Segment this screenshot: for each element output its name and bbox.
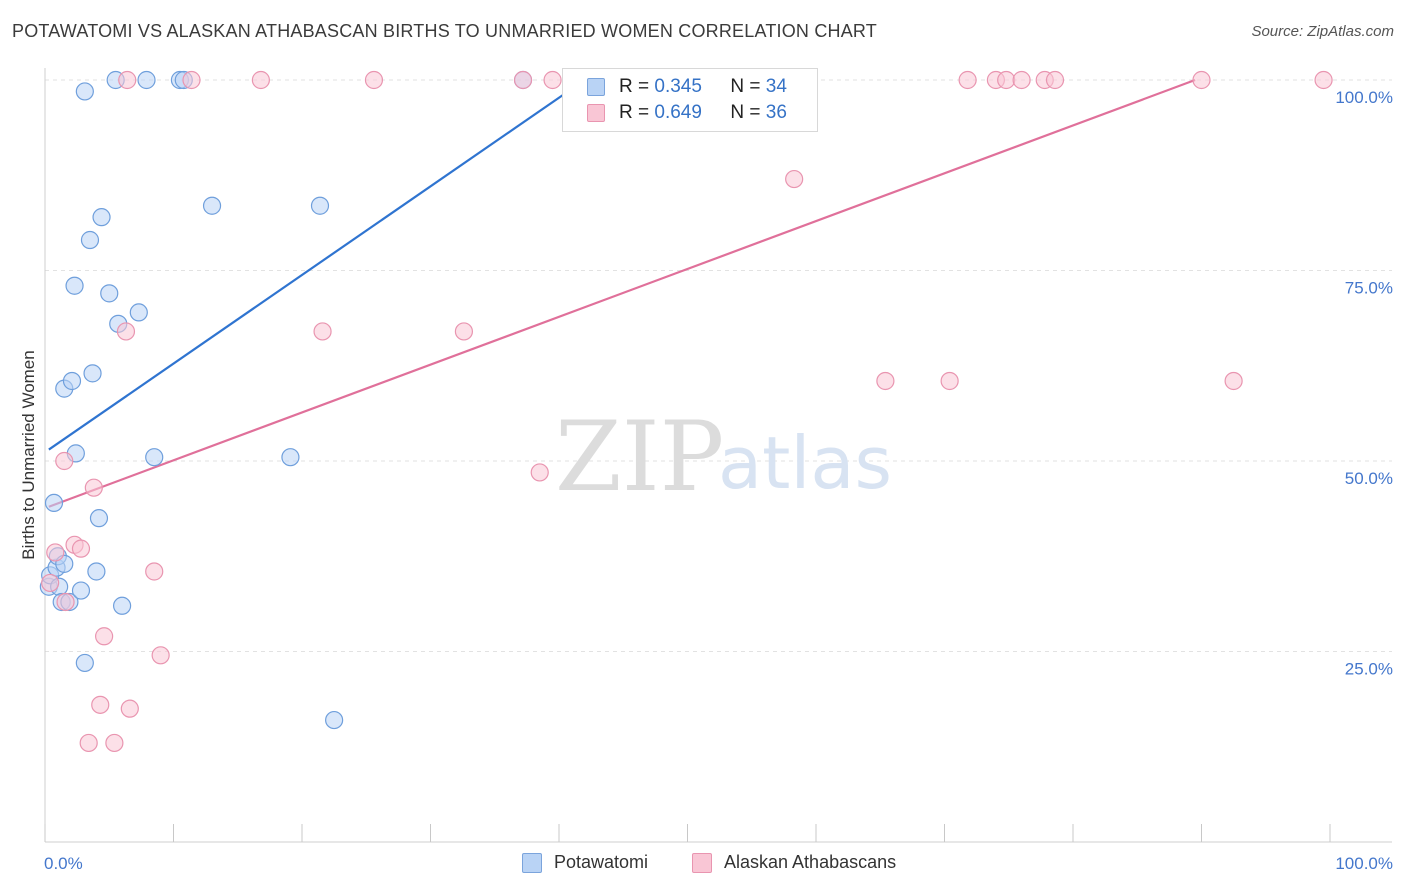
stats-legend: R = 0.345 N = 34 R = 0.649 N = 36 xyxy=(562,68,818,132)
series-legend-potawatomi[interactable]: Potawatomi xyxy=(522,852,648,873)
point-alaskan xyxy=(91,695,110,714)
x-tick-label: 100.0% xyxy=(1335,854,1393,873)
point-potawatomi xyxy=(112,596,132,615)
point-alaskan xyxy=(116,322,136,341)
point-potawatomi xyxy=(281,448,300,467)
point-alaskan xyxy=(251,70,270,90)
point-potawatomi xyxy=(129,303,148,322)
point-potawatomi xyxy=(75,82,94,101)
tick-labels: 25.0% 50.0% 75.0% 100.0% 0.0% 100.0% xyxy=(44,88,1393,873)
legend-n-value: 36 xyxy=(765,102,787,123)
point-alaskan xyxy=(41,573,60,593)
y-tick-label: 100.0% xyxy=(1335,88,1393,107)
point-alaskan xyxy=(1224,371,1243,391)
point-alaskan xyxy=(46,543,65,562)
point-alaskan xyxy=(785,169,804,189)
data-points xyxy=(39,70,1333,753)
point-alaskan xyxy=(454,322,474,341)
point-alaskan xyxy=(364,70,384,90)
point-potawatomi xyxy=(83,364,102,383)
legend-swatch-blue xyxy=(522,852,542,873)
y-tick-label: 75.0% xyxy=(1345,279,1393,298)
trend-line-potawatomi xyxy=(48,79,586,451)
point-potawatomi xyxy=(325,710,344,730)
point-potawatomi xyxy=(44,493,64,513)
legend-swatch-blue xyxy=(587,78,605,96)
point-alaskan xyxy=(105,733,124,753)
trend-lines xyxy=(48,78,1196,508)
chart-title: POTAWATOMI VS ALASKAN ATHABASCAN BIRTHS … xyxy=(12,21,877,41)
point-alaskan xyxy=(71,539,91,558)
point-alaskan xyxy=(997,70,1016,90)
point-alaskan xyxy=(120,699,139,718)
point-alaskan xyxy=(1012,70,1031,90)
legend-n-label: N = xyxy=(730,102,761,123)
point-potawatomi xyxy=(65,276,84,295)
point-potawatomi xyxy=(310,196,330,215)
series-name: Potawatomi xyxy=(554,852,649,872)
point-potawatomi xyxy=(62,371,82,391)
point-alaskan xyxy=(56,592,75,612)
point-alaskan xyxy=(84,478,103,497)
point-potawatomi xyxy=(80,230,100,250)
point-alaskan xyxy=(1192,70,1211,90)
point-potawatomi xyxy=(87,562,106,581)
legend-n-value: 34 xyxy=(765,76,787,97)
trend-line-alaskan xyxy=(48,78,1196,508)
point-alaskan xyxy=(958,70,977,90)
point-potawatomi xyxy=(71,581,91,600)
point-alaskan xyxy=(79,733,98,753)
point-alaskan xyxy=(313,322,332,341)
point-alaskan xyxy=(151,646,170,665)
y-axis-label: Births to Unmarried Women xyxy=(19,350,38,559)
point-alaskan xyxy=(530,463,549,482)
legend-row-potawatomi: R = 0.345 N = 34 xyxy=(587,75,787,99)
point-alaskan xyxy=(543,70,562,90)
point-potawatomi xyxy=(202,196,222,215)
source-credit: Source: ZipAtlas.com xyxy=(1251,23,1394,40)
point-alaskan xyxy=(145,562,164,581)
point-alaskan xyxy=(513,70,533,90)
gridlines xyxy=(45,79,1392,652)
legend-swatch-pink xyxy=(692,852,712,873)
legend-r-value: 0.345 xyxy=(654,76,702,97)
legend-r-label: R = xyxy=(619,76,650,97)
y-tick-label: 50.0% xyxy=(1345,469,1393,488)
y-tick-label: 25.0% xyxy=(1345,660,1393,679)
axes xyxy=(44,68,1392,843)
legend-swatch-pink xyxy=(587,104,605,122)
point-alaskan xyxy=(182,70,201,90)
point-alaskan xyxy=(118,70,137,90)
point-alaskan xyxy=(1045,70,1065,90)
legend-n-label: N = xyxy=(730,76,761,97)
series-legend-alaskan[interactable]: Alaskan Athabascans xyxy=(692,852,896,873)
point-alaskan xyxy=(95,627,114,646)
point-potawatomi xyxy=(145,448,164,467)
point-potawatomi xyxy=(92,208,111,227)
watermark-zip: ZIP xyxy=(555,401,724,513)
point-alaskan xyxy=(876,371,895,391)
point-alaskan xyxy=(55,451,74,471)
legend-r-label: R = xyxy=(619,102,650,123)
x-tick-label: 0.0% xyxy=(44,854,83,873)
watermark: ZIP atlas xyxy=(555,401,892,513)
watermark-atlas: atlas xyxy=(718,421,892,505)
point-alaskan xyxy=(1314,70,1333,90)
legend-row-alaskan: R = 0.649 N = 36 xyxy=(587,101,787,125)
point-potawatomi xyxy=(100,284,119,303)
series-name: Alaskan Athabascans xyxy=(724,852,897,872)
point-alaskan xyxy=(940,371,959,391)
point-potawatomi xyxy=(89,509,109,528)
legend-r-value: 0.649 xyxy=(654,102,702,123)
point-potawatomi xyxy=(137,70,156,90)
point-potawatomi xyxy=(75,653,94,673)
